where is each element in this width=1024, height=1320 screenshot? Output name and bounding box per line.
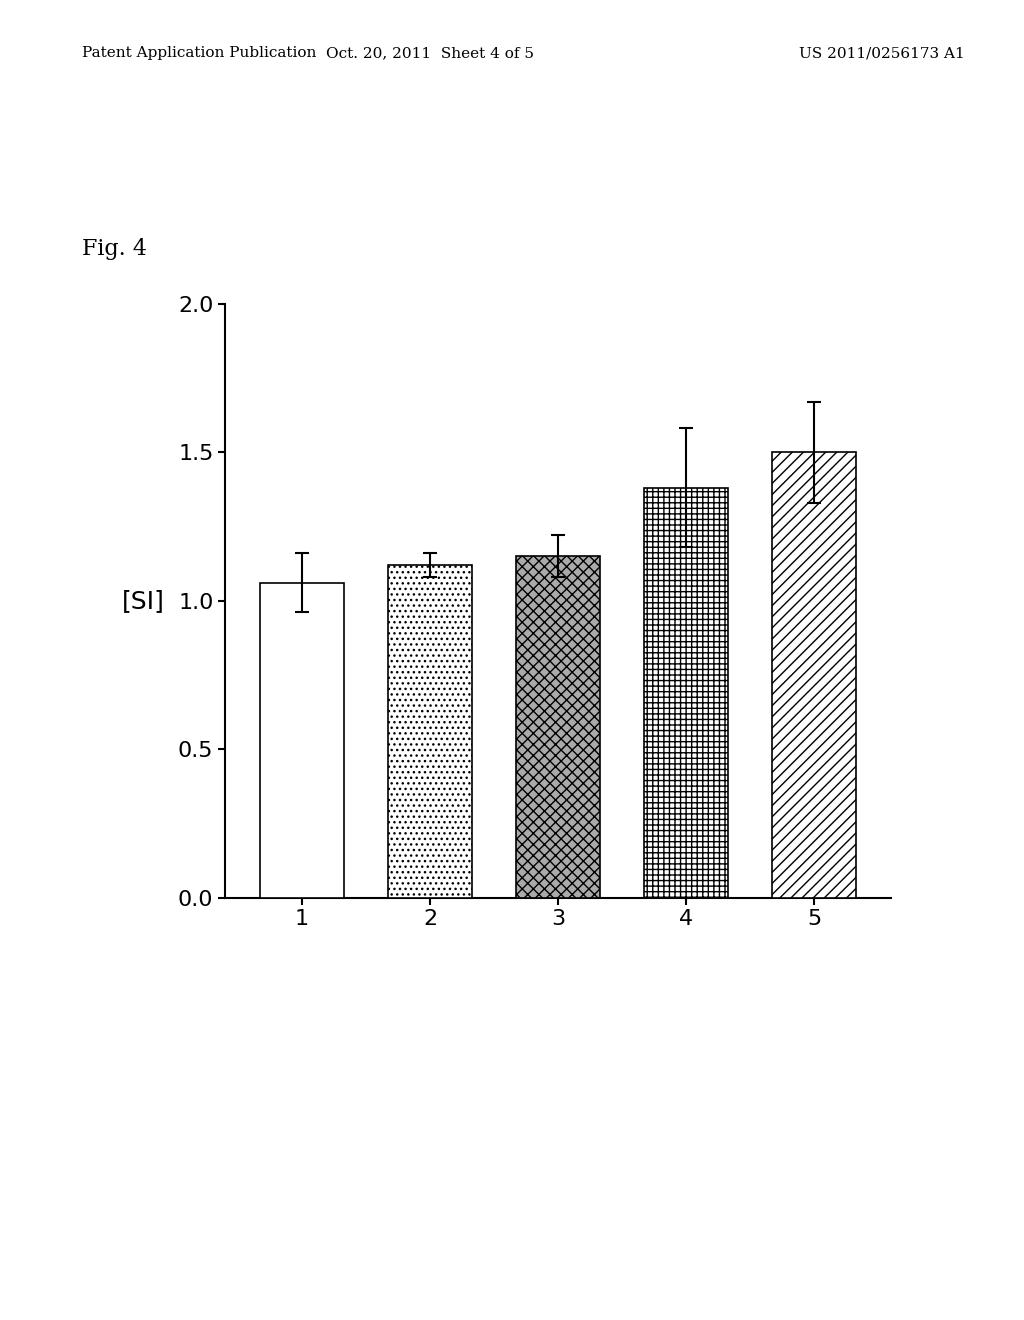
Bar [644, 488, 728, 898]
Y-axis label: [SI]: [SI] [122, 589, 165, 612]
Bar [388, 565, 472, 898]
Text: US 2011/0256173 A1: US 2011/0256173 A1 [799, 46, 965, 61]
Text: Patent Application Publication: Patent Application Publication [82, 46, 316, 61]
Bar [516, 556, 600, 898]
Text: Fig. 4: Fig. 4 [82, 238, 146, 260]
Bar [772, 451, 856, 898]
Text: Oct. 20, 2011  Sheet 4 of 5: Oct. 20, 2011 Sheet 4 of 5 [326, 46, 535, 61]
Bar [260, 583, 344, 898]
